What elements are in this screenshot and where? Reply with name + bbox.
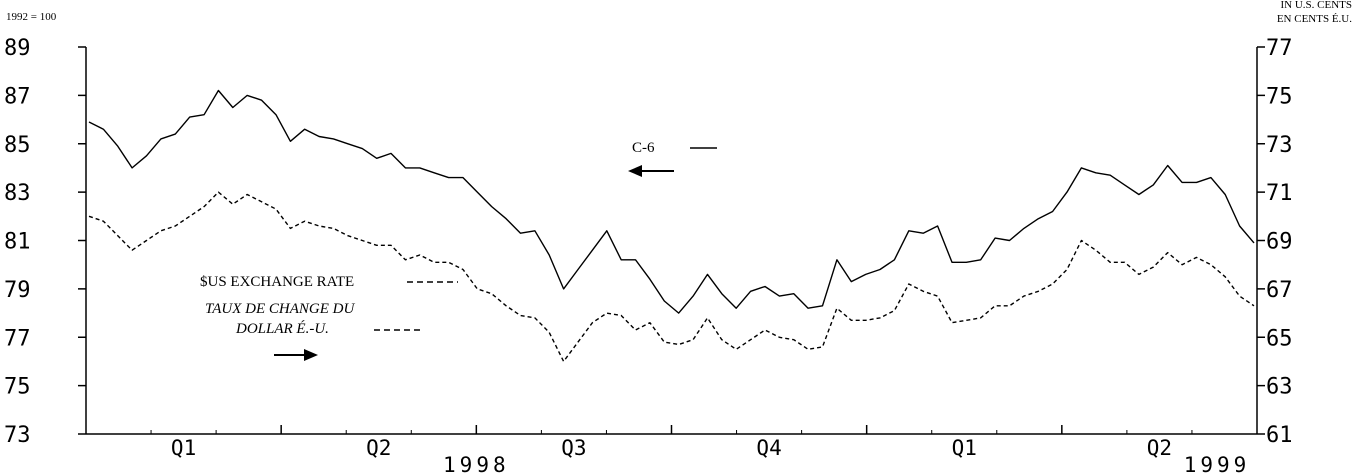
right-tick-label: 65 [1266,326,1293,351]
right-tick-label: 77 [1266,36,1293,61]
legend-exchange-label-fr-line1: TAUX DE CHANGE DU [205,301,355,317]
right-tick-label: 61 [1266,423,1293,448]
right-unit-label-en: IN U.S. CENTS [1280,0,1352,11]
left-tick-label: 73 [4,423,31,448]
left-tick-label: 81 [4,230,31,255]
x-year-label: 1999 [1184,453,1251,476]
x-year-label: 1998 [443,453,510,476]
x-quarter-label: Q1 [171,436,196,460]
index-base-label: 1992 = 100 [6,11,57,23]
right-tick-label: 71 [1266,181,1293,206]
right-unit-label-fr: EN CENTS É.U. [1277,13,1352,25]
x-quarter-label: Q2 [366,436,391,460]
left-tick-label: 77 [4,326,31,351]
x-quarter-label: Q4 [756,436,781,460]
legend-exchange-label-en: $US EXCHANGE RATE [200,274,354,290]
left-tick-label: 83 [4,181,31,206]
legend-exchange-label-fr-line2: DOLLAR É.-U. [235,320,329,337]
left-axis-arrow-icon [628,165,674,177]
left-tick-label: 85 [4,133,31,158]
left-tick-label: 87 [4,84,31,109]
x-quarter-label: Q2 [1147,436,1172,460]
right-tick-label: 63 [1266,375,1293,400]
c6-series-line [88,89,1255,314]
x-quarter-label: Q3 [561,436,586,460]
right-tick-label: 69 [1266,230,1293,255]
left-tick-label: 79 [4,278,31,303]
right-axis-arrow-icon [274,349,318,361]
legend-c6-label: C-6 [632,140,655,156]
left-tick-label: 75 [4,375,31,400]
left-tick-label: 89 [4,36,31,61]
exchange-rate-series-line [88,191,1255,363]
right-tick-label: 67 [1266,278,1293,303]
right-tick-label: 75 [1266,84,1293,109]
right-tick-label: 73 [1266,133,1293,158]
x-quarter-label: Q1 [952,436,977,460]
